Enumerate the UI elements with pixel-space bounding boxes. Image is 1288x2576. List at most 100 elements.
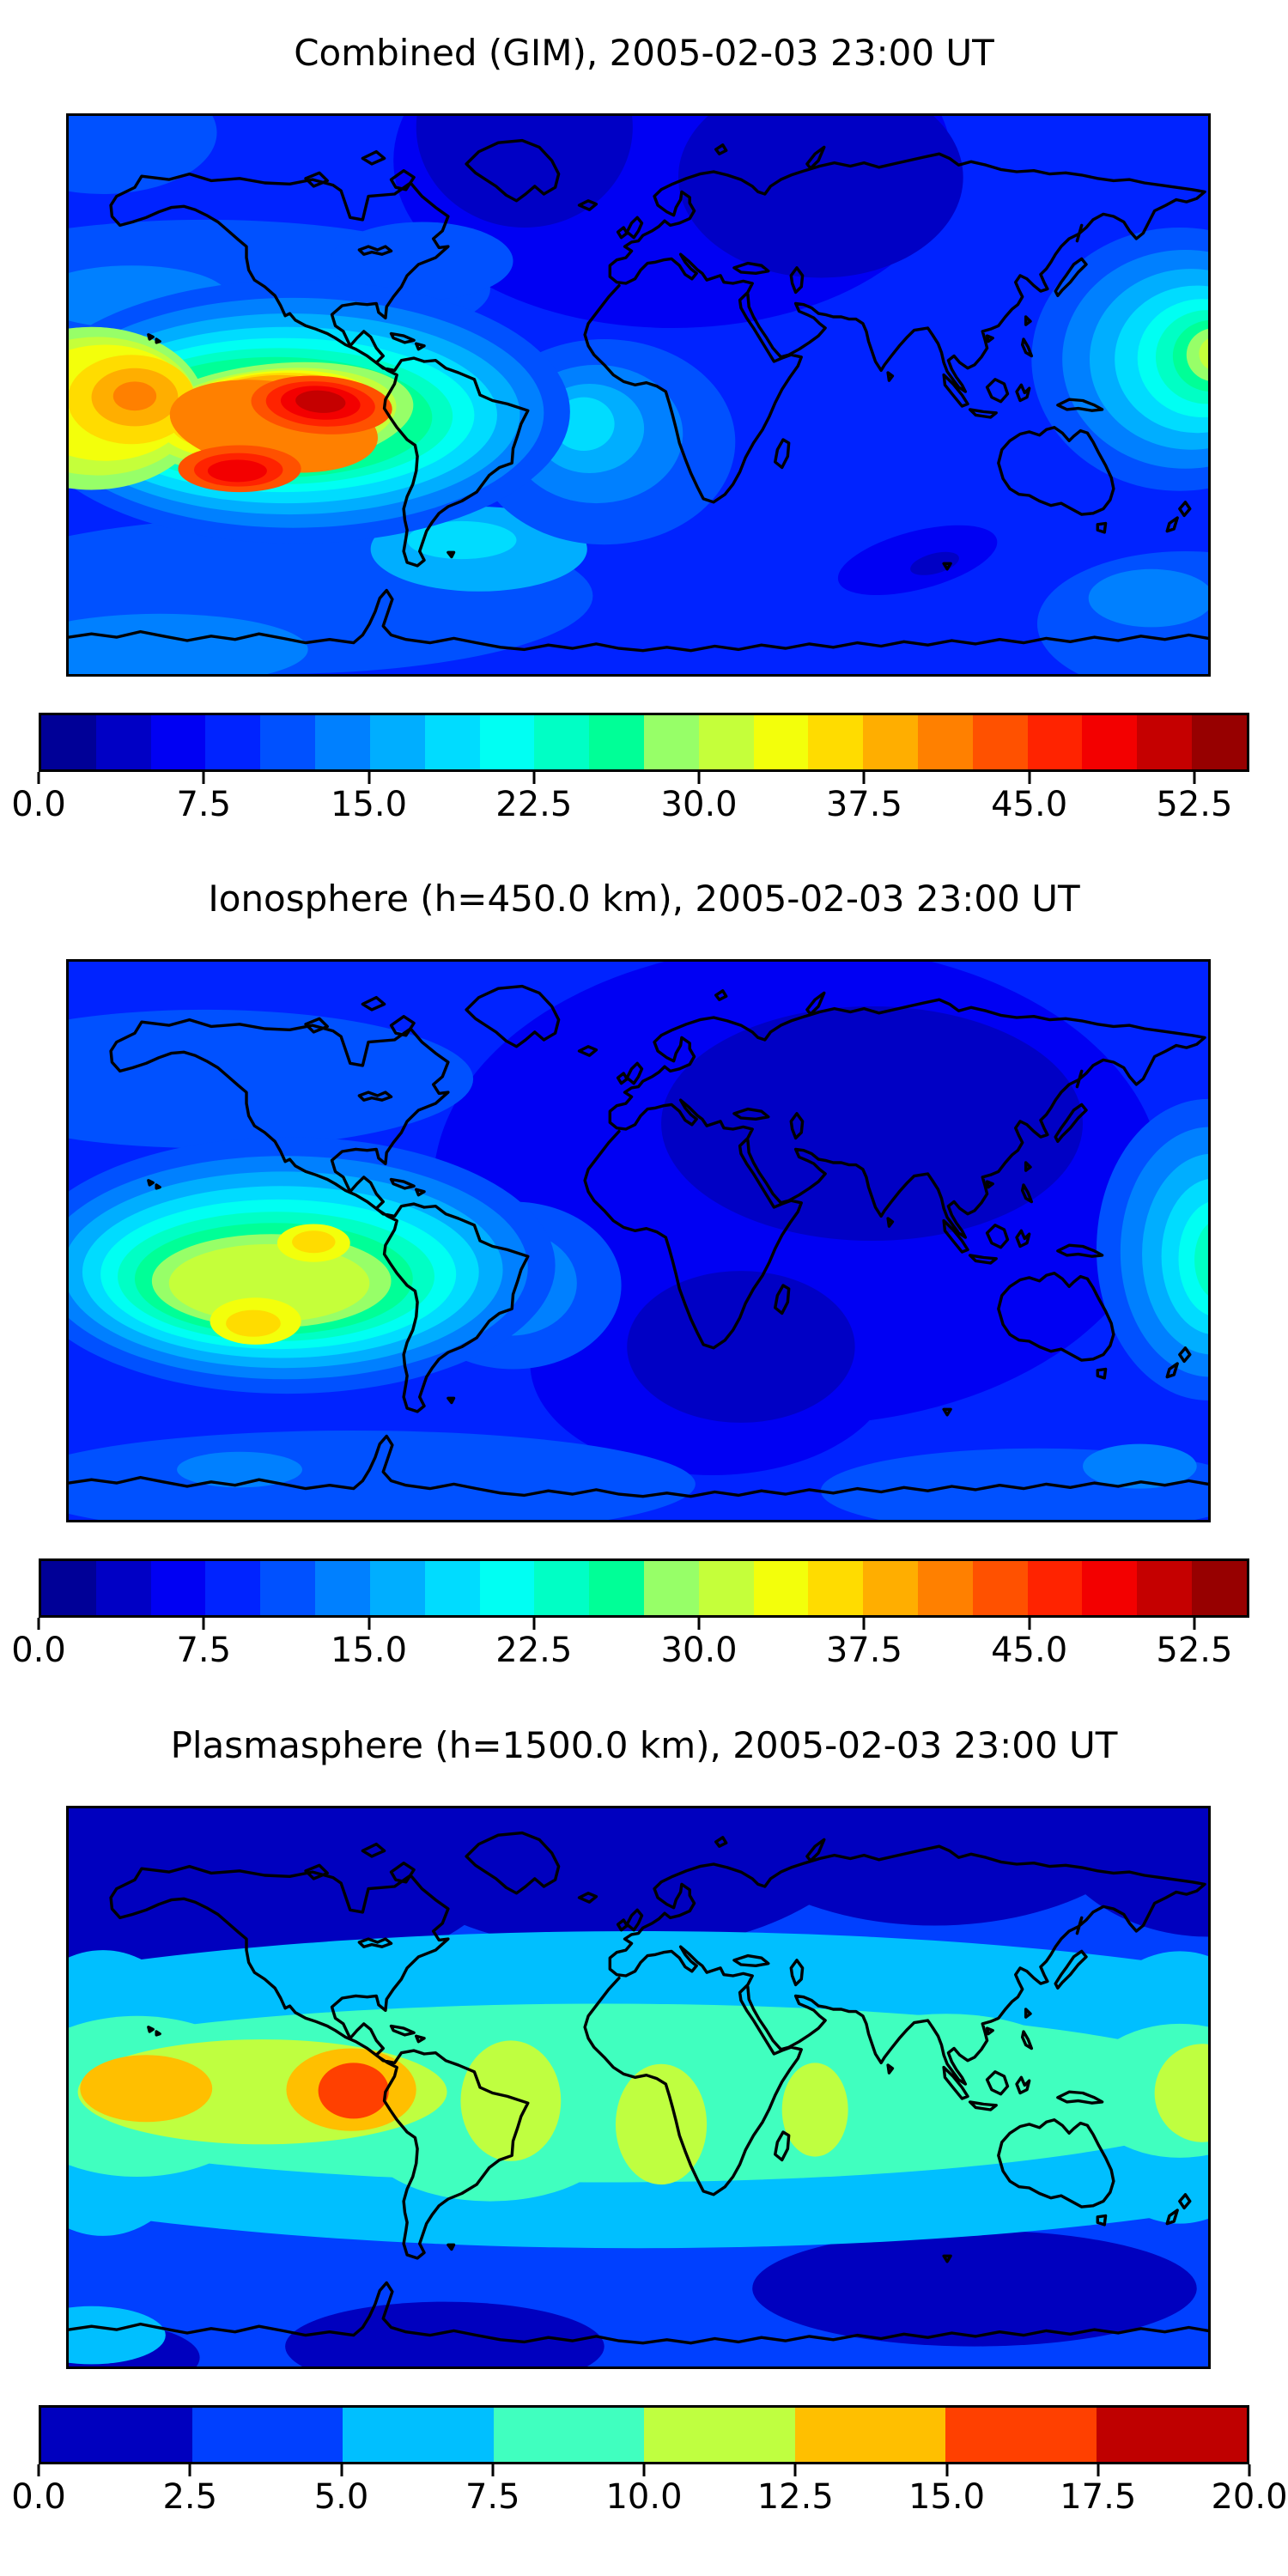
colorbar-segment <box>1027 715 1083 769</box>
colorbar-tick-label: 15.0 <box>331 1631 408 1670</box>
panel-ionosphere: Ionosphere (h=450.0 km), 2005-02-03 23:0… <box>0 846 1288 1692</box>
colorbar-segment <box>1082 1561 1138 1615</box>
contour-band <box>69 1009 473 1149</box>
colorbar-segment <box>1082 715 1138 769</box>
colorbar-ticks <box>37 1618 1249 1630</box>
colorbar-tick <box>793 2464 797 2476</box>
contour-fill-layer <box>69 1808 1208 2366</box>
colorbar-segment <box>205 1561 261 1615</box>
contour-band <box>112 381 157 411</box>
colorbar-tick-label: 0.0 <box>11 2477 66 2517</box>
colorbar-tick <box>202 1618 205 1630</box>
contour-band <box>1083 1443 1197 1489</box>
colorbar-tick <box>37 1618 40 1630</box>
colorbar-ionosphere <box>39 1558 1249 1618</box>
contour-band <box>1199 338 1208 369</box>
contour-band <box>80 2055 213 2123</box>
colorbar-tick-label: 17.5 <box>1060 2477 1137 2517</box>
colorbar-segment <box>698 1561 754 1615</box>
colorbar-tick-label: 7.5 <box>176 1631 232 1670</box>
contour-map-svg <box>69 116 1208 674</box>
colorbar-tick-label: 12.5 <box>756 2477 834 2517</box>
colorbar-segment <box>1096 2408 1247 2462</box>
colorbar-tick-label: 52.5 <box>1156 785 1233 824</box>
colorbar-tick-label: 37.5 <box>825 1631 902 1670</box>
colorbar-tick <box>37 2464 40 2476</box>
colorbar-segment <box>534 715 590 769</box>
contour-band <box>1194 1224 1208 1296</box>
contour-band <box>69 116 217 194</box>
colorbar-segment <box>315 1561 370 1615</box>
contour-band <box>1186 328 1208 381</box>
colorbar-segment <box>918 715 973 769</box>
contour-band <box>615 2063 708 2185</box>
contour-band <box>460 2040 562 2161</box>
contour-band <box>69 613 308 674</box>
colorbar-segment <box>1192 1561 1247 1615</box>
contour-band <box>331 222 513 301</box>
contour-band <box>177 1451 303 1488</box>
colorbar-tick-label: 5.0 <box>313 2477 369 2517</box>
colorbar-segment <box>808 715 864 769</box>
contour-band <box>1178 1202 1208 1315</box>
world-map-ionosphere <box>66 959 1211 1522</box>
colorbar-segment <box>918 1561 973 1615</box>
colorbar-segment <box>534 1561 590 1615</box>
contour-band <box>226 1309 281 1337</box>
colorbar-tick-label: 20.0 <box>1211 2477 1288 2517</box>
colorbar-segment <box>753 715 809 769</box>
colorbar-tick-label: 15.0 <box>908 2477 986 2517</box>
contour-band <box>285 2301 605 2366</box>
colorbar-segment <box>972 1561 1028 1615</box>
contour-band <box>407 520 517 560</box>
contour-map-svg <box>69 962 1208 1520</box>
colorbar-tick <box>1097 2464 1100 2476</box>
contour-band <box>292 1230 336 1254</box>
contour-band <box>207 459 267 483</box>
colorbar-tick <box>642 2464 646 2476</box>
colorbar-tick <box>368 772 371 784</box>
colorbar-tick <box>1028 772 1031 784</box>
colorbar-tick <box>697 772 701 784</box>
colorbar-segment <box>343 2408 494 2462</box>
colorbar-tick-label: 37.5 <box>825 785 902 824</box>
contour-map-svg <box>69 1808 1208 2366</box>
contour-band <box>295 390 346 413</box>
panel-title: Plasmasphere (h=1500.0 km), 2005-02-03 2… <box>170 1724 1118 1766</box>
colorbar-tick <box>1248 2464 1251 2476</box>
colorbar-segment <box>1137 715 1193 769</box>
colorbar-tick-label: 22.5 <box>495 1631 573 1670</box>
colorbar-segment <box>191 2408 343 2462</box>
colorbar-tick-label: 30.0 <box>660 1631 738 1670</box>
colorbar-segment <box>808 1561 864 1615</box>
colorbar-segment <box>493 2408 644 2462</box>
contour-band <box>781 2063 848 2157</box>
colorbar-segment <box>95 1561 151 1615</box>
colorbar-tick <box>532 772 536 784</box>
colorbar-tick-label: 0.0 <box>11 1631 66 1670</box>
colorbar-segment <box>260 1561 316 1615</box>
colorbar-segment <box>643 1561 699 1615</box>
colorbar-tick-label: 22.5 <box>495 785 573 824</box>
colorbar-segment <box>1027 1561 1083 1615</box>
colorbar-segment <box>479 715 535 769</box>
colorbar-tick-labels: 0.0 2.5 5.0 7.5 10.0 12.5 15.0 17.5 20.0 <box>11 2477 1287 2518</box>
colorbar-segment <box>369 715 425 769</box>
colorbar-segment <box>41 715 96 769</box>
panel-plasmasphere: Plasmasphere (h=1500.0 km), 2005-02-03 2… <box>0 1692 1288 2539</box>
colorbar-tick-label: 0.0 <box>11 785 66 824</box>
colorbar-tick-label: 10.0 <box>605 2477 683 2517</box>
colorbar-ticks <box>37 2464 1251 2476</box>
contour-band <box>803 2014 1089 2157</box>
colorbar-tick-labels: 0.0 7.5 15.0 22.5 30.0 37.5 45.0 52.5 <box>11 1631 1249 1671</box>
colorbar-tick <box>697 1618 701 1630</box>
panel-combined-gim: Combined (GIM), 2005-02-03 23:00 UT 0.0 7… <box>0 0 1288 847</box>
colorbar-segment <box>698 715 754 769</box>
colorbar-segment <box>150 715 206 769</box>
colorbar-segment <box>1137 1561 1193 1615</box>
colorbar-segment <box>315 715 370 769</box>
colorbar-segment <box>95 715 151 769</box>
colorbar-segment <box>424 1561 480 1615</box>
colorbar-tick <box>862 772 866 784</box>
